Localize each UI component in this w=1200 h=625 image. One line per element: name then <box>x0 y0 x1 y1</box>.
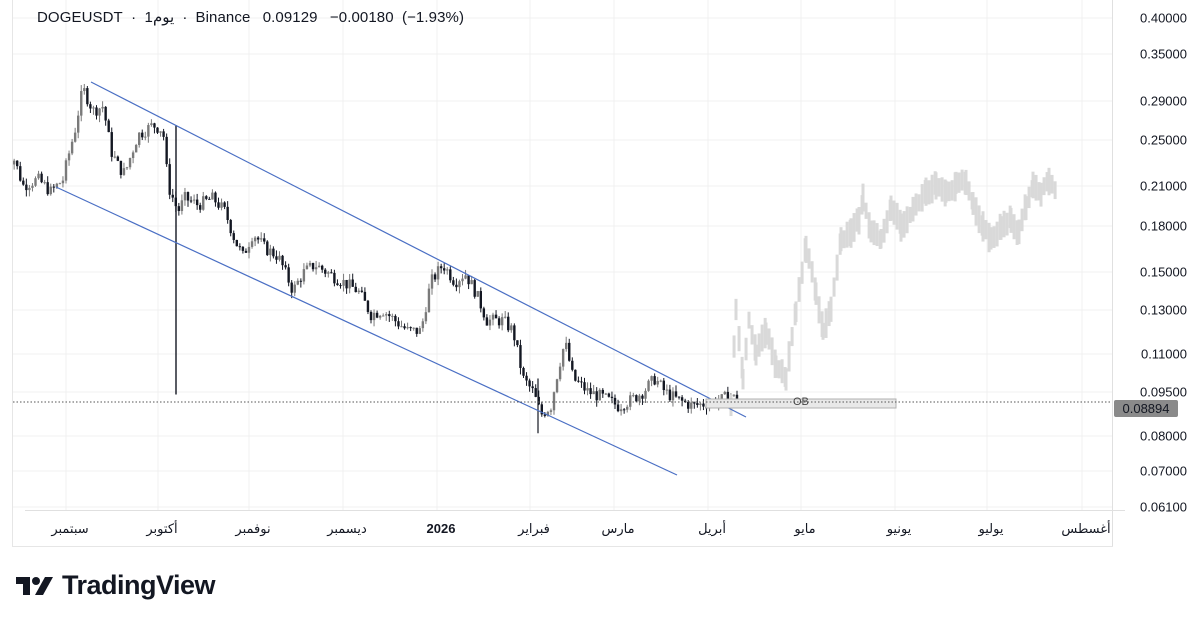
time-tick-label: نوفمبر <box>235 521 271 536</box>
price-tick-label: 0.18000 <box>1140 218 1187 234</box>
time-tick-label: أبريل <box>698 521 726 536</box>
exchange-label: Binance <box>195 9 251 26</box>
last-price-badge: 0.08894 <box>1114 400 1178 417</box>
time-tick-label: 2026 <box>426 521 456 536</box>
legend-separator: · <box>182 9 188 26</box>
channel-upper-line[interactable] <box>90 81 747 418</box>
channel-lower-line[interactable] <box>55 186 678 476</box>
change-value: −0.00180 <box>329 9 394 26</box>
price-tick-label: 0.25000 <box>1140 132 1187 148</box>
change-percent: (−1.93%) <box>401 9 465 26</box>
time-tick-label: ديسمبر <box>327 521 367 536</box>
symbol-name[interactable]: DOGEUSDT <box>37 9 123 26</box>
chart-pane[interactable]: DOGEUSDT · 1يوم · Binance 0.09129 −0.001… <box>12 0 1125 547</box>
price-tick-label: 0.09500 <box>1140 384 1187 400</box>
candles <box>13 83 739 418</box>
price-tick-label: 0.13000 <box>1140 302 1187 318</box>
price-tick-label: 0.40000 <box>1140 10 1187 26</box>
price-tick-label: 0.07000 <box>1140 463 1187 479</box>
price-tick-label: 0.29000 <box>1140 93 1187 109</box>
price-tick-label: 0.08000 <box>1140 428 1187 444</box>
time-tick-label: مايو <box>794 521 816 536</box>
time-tick-label: فبراير <box>518 521 550 536</box>
time-tick-label: سبتمبر <box>51 521 89 536</box>
price-tick-label: 0.06100 <box>1140 499 1187 515</box>
last-price-value: 0.09129 <box>262 9 318 26</box>
projection-path <box>729 167 1057 417</box>
tradingview-wordmark: TradingView <box>62 570 216 600</box>
legend-separator: · <box>131 9 137 26</box>
time-tick-label: أكتوبر <box>146 521 178 536</box>
price-chart-canvas[interactable] <box>13 0 1113 510</box>
time-tick-label: يونيو <box>886 521 912 536</box>
tradingview-logo-icon <box>16 576 53 595</box>
price-tick-label: 0.11000 <box>1140 346 1187 362</box>
time-tick-label: أغسطس <box>1061 521 1111 536</box>
price-axis[interactable]: 0.40000 0.35000 0.29000 0.25000 0.21000 0.180… <box>1112 0 1200 546</box>
time-tick-label: يوليو <box>978 521 1004 536</box>
order-block-label: OB <box>793 396 809 408</box>
symbol-legend: DOGEUSDT · 1يوم · Binance 0.09129 −0.001… <box>37 8 468 26</box>
tradingview-logo: TradingView <box>16 570 216 601</box>
interval-label[interactable]: 1يوم <box>144 9 175 26</box>
time-tick-label: مارس <box>601 521 635 536</box>
order-block-zone[interactable] <box>705 398 897 409</box>
price-tick-label: 0.35000 <box>1140 46 1187 62</box>
time-axis[interactable]: سبتمبر أكتوبر نوفمبر ديسمبر 2026 فبراير مارس أب… <box>25 510 1125 547</box>
price-tick-label: 0.15000 <box>1140 264 1187 280</box>
price-tick-label: 0.21000 <box>1140 178 1187 194</box>
